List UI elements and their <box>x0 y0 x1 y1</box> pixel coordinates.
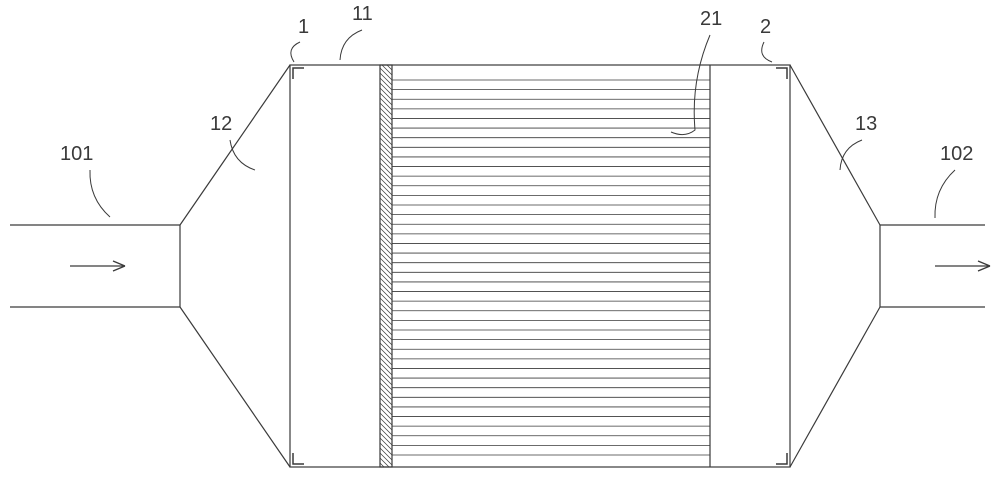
label-l102: 102 <box>940 143 973 165</box>
label-l12: 12 <box>210 113 232 135</box>
label-l21: 21 <box>700 8 722 30</box>
label-l11: 11 <box>352 3 373 25</box>
background <box>0 0 1000 504</box>
label-l2: 2 <box>760 16 771 38</box>
label-l1: 1 <box>298 16 309 38</box>
label-l101: 101 <box>60 143 93 165</box>
label-l13: 13 <box>855 113 877 135</box>
